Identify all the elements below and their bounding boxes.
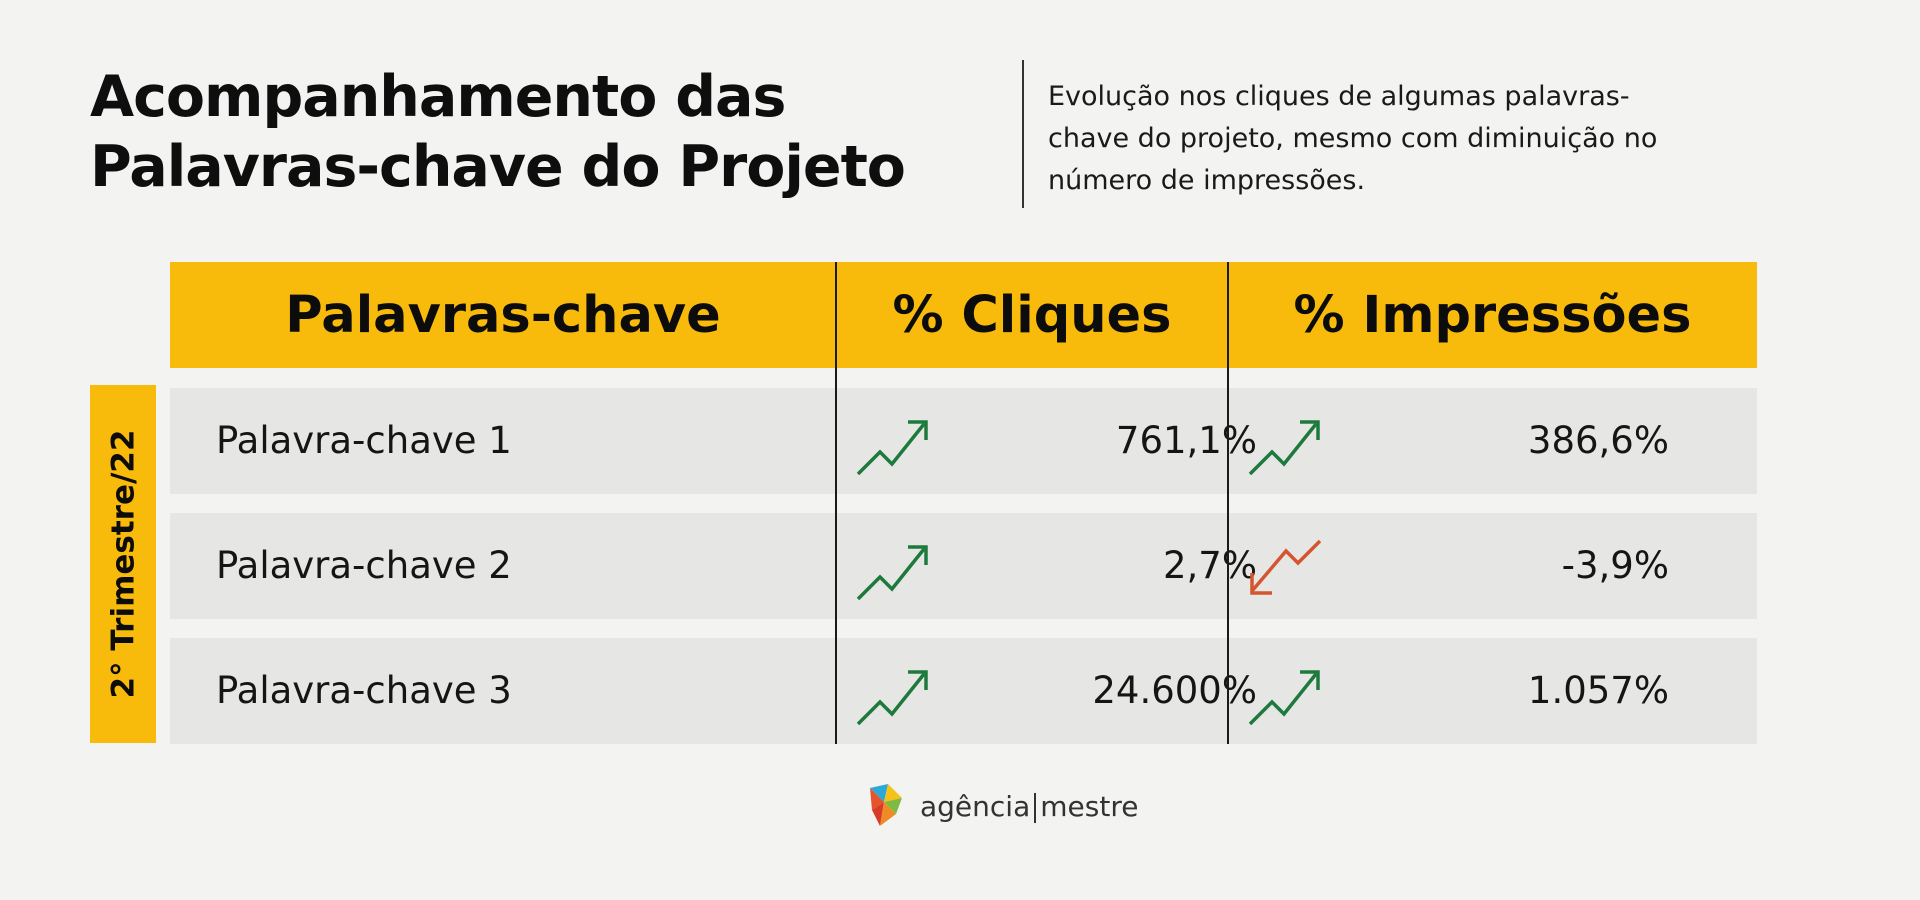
brand-logo-part-2: mestre: [1040, 789, 1139, 823]
trend-down-arrow-icon: [1244, 527, 1324, 607]
header-impressions: % Impressões: [1293, 285, 1692, 345]
trend-up-arrow-icon: [852, 527, 932, 607]
brand-logo-separator: [1034, 792, 1037, 823]
page-title-line-1: Acompanhamento das: [90, 64, 786, 130]
clicks-value: 761,1%: [1115, 419, 1257, 462]
brand-logo-text: agência mestre: [920, 790, 1138, 823]
page-title: Acompanhamento das Palavras-chave do Pro…: [90, 62, 906, 202]
column-divider: [1227, 262, 1229, 744]
table-row: Palavra-chave 2 2,7% -3,9%: [170, 513, 1757, 619]
table-row: Palavra-chave 1 761,1% 386,6%: [170, 388, 1757, 494]
impressions-value: -3,9%: [1561, 544, 1669, 587]
header-clicks: % Cliques: [892, 285, 1172, 345]
trend-up-arrow-icon: [1244, 402, 1324, 482]
trend-up-arrow-icon: [852, 402, 932, 482]
page-subtitle: Evolução nos cliques de algumas palavras…: [1048, 76, 1788, 202]
header-keywords: Palavras-chave: [285, 285, 721, 345]
keyword-cell: Palavra-chave 2: [216, 544, 512, 587]
clicks-value: 2,7%: [1163, 544, 1257, 587]
clicks-value: 24.600%: [1092, 669, 1257, 712]
table-header-row: Palavras-chave % Cliques % Impressões: [170, 262, 1757, 368]
trend-up-arrow-icon: [852, 652, 932, 732]
period-label-text: 2° Trimestre/22: [105, 429, 142, 699]
brand-logo-icon: [870, 784, 902, 826]
subtitle-line-1: Evolução nos cliques de algumas palavras…: [1048, 81, 1630, 112]
table-row: Palavra-chave 3 24.600% 1.057%: [170, 638, 1757, 744]
trend-up-arrow-icon: [1244, 652, 1324, 732]
subtitle-line-3: número de impressões.: [1048, 165, 1366, 196]
page-title-line-2: Palavras-chave do Projeto: [90, 134, 906, 200]
subtitle-line-2: chave do projeto, mesmo com diminuição n…: [1048, 123, 1658, 154]
keyword-cell: Palavra-chave 1: [216, 419, 512, 462]
period-label: 2° Trimestre/22: [90, 385, 156, 743]
brand-logo: agência mestre: [866, 780, 1138, 832]
keyword-cell: Palavra-chave 3: [216, 669, 512, 712]
impressions-value: 1.057%: [1527, 669, 1669, 712]
title-divider: [1022, 60, 1024, 208]
column-divider: [835, 262, 837, 744]
impressions-value: 386,6%: [1527, 419, 1669, 462]
brand-logo-part-1: agência: [920, 789, 1031, 823]
keywords-table: Palavras-chave % Cliques % Impressões Pa…: [170, 262, 1757, 744]
